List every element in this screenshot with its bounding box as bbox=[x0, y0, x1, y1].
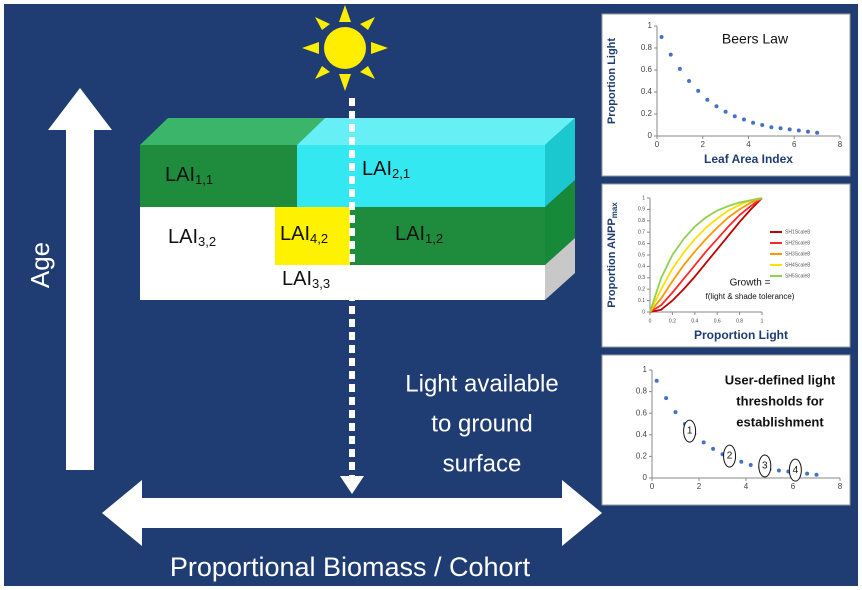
threshold-label: 3 bbox=[762, 461, 768, 472]
y-tick-label: 0.6 bbox=[641, 65, 653, 74]
slide: Age Proportional Biomass / Cohort LAI1,1… bbox=[0, 0, 862, 590]
x-tick-label: 0.2 bbox=[669, 318, 676, 324]
annotation: thresholds for bbox=[736, 393, 823, 408]
data-point bbox=[669, 53, 673, 57]
y-tick-label: 0.3 bbox=[638, 275, 645, 281]
y-tick-label: 0.8 bbox=[641, 43, 653, 52]
data-point bbox=[815, 131, 819, 135]
x-tick-label: 0 bbox=[650, 482, 655, 491]
data-point bbox=[696, 89, 700, 93]
canopy-block bbox=[140, 118, 575, 300]
data-point bbox=[724, 110, 728, 114]
x-tick-label: 0 bbox=[655, 140, 660, 149]
y-tick-label: 0 bbox=[642, 309, 645, 315]
data-point bbox=[655, 379, 659, 383]
legend-label: SH2Scale8 bbox=[785, 240, 810, 246]
data-point bbox=[806, 130, 810, 134]
x-tick-label: 8 bbox=[838, 482, 843, 491]
y-axis-label: Proportion Light bbox=[606, 38, 618, 124]
x-axis-label: Leaf Area Index bbox=[704, 152, 793, 166]
annotation: f(light & shade tolerance) bbox=[706, 292, 795, 301]
data-point bbox=[711, 447, 715, 451]
x-tick-label: 1 bbox=[761, 318, 764, 324]
data-point bbox=[815, 473, 819, 477]
data-point bbox=[797, 129, 801, 133]
y-axis-label-sub: max bbox=[610, 202, 619, 219]
data-point bbox=[779, 126, 783, 130]
x-tick-label: 4 bbox=[746, 140, 751, 149]
x-tick-label: 2 bbox=[701, 140, 706, 149]
data-point bbox=[702, 440, 706, 444]
x-tick-label: 0.4 bbox=[691, 318, 698, 324]
chart-title: Beers Law bbox=[722, 31, 789, 47]
inset-chart: 0 0.1 0.2 0.3 0.4 0.5 0.6 0.7 0.8 0.9 1 0 0.2 0.4 0.6 0… bbox=[602, 184, 850, 347]
light-text: surface bbox=[443, 450, 522, 477]
y-tick-label: 0.4 bbox=[641, 87, 653, 96]
x-tick-label: 8 bbox=[838, 140, 843, 149]
y-tick-label: 0.5 bbox=[638, 252, 645, 258]
y-tick-label: 0.6 bbox=[638, 241, 645, 247]
x-tick-label: 6 bbox=[791, 482, 796, 491]
y-tick-label: 1 bbox=[643, 365, 648, 374]
biomass-label: Proportional Biomass / Cohort bbox=[170, 552, 531, 582]
y-tick-label: 0.8 bbox=[636, 387, 648, 396]
data-point bbox=[777, 468, 781, 472]
y-tick-label: 0.2 bbox=[636, 452, 648, 461]
y-tick-label: 0.7 bbox=[638, 230, 645, 236]
data-point bbox=[769, 125, 773, 129]
data-point bbox=[705, 98, 709, 102]
threshold-label: 1 bbox=[687, 426, 693, 437]
data-point bbox=[788, 127, 792, 131]
x-tick-label: 0.6 bbox=[714, 318, 721, 324]
data-point bbox=[714, 104, 718, 108]
data-point bbox=[751, 121, 755, 125]
x-tick-label: 0 bbox=[649, 318, 652, 324]
data-point bbox=[678, 67, 682, 71]
y-tick-label: 0.8 bbox=[638, 218, 645, 224]
legend-label: SH4Scale8 bbox=[785, 262, 810, 268]
x-tick-label: 0.8 bbox=[736, 318, 743, 324]
data-point bbox=[760, 123, 764, 127]
y-axis-label-text: Proportion Light bbox=[606, 38, 618, 124]
age-label: Age bbox=[25, 242, 55, 288]
x-tick-label: 4 bbox=[744, 482, 749, 491]
annotation: establishment bbox=[736, 414, 824, 429]
data-point bbox=[660, 35, 664, 39]
y-tick-label: 0.1 bbox=[638, 298, 645, 304]
annotation: Growth = bbox=[730, 278, 771, 289]
threshold-label: 4 bbox=[793, 465, 799, 476]
inset-chart: 0 0.2 0.4 0.6 0.8 1 0 2 4 6 8 Beers Law Leaf Area In… bbox=[602, 14, 850, 176]
y-tick-label: 0.9 bbox=[638, 207, 645, 213]
data-point bbox=[742, 118, 746, 122]
light-text: Light available bbox=[405, 370, 558, 397]
y-tick-label: 0.4 bbox=[636, 430, 648, 439]
data-point bbox=[733, 114, 737, 118]
y-tick-label: 0 bbox=[643, 473, 648, 482]
y-tick-label: 1 bbox=[642, 195, 645, 201]
inset-chart: 0 0.2 0.4 0.6 0.8 1 0 2 4 6 8 User-defined light thr… bbox=[602, 355, 850, 505]
data-point bbox=[687, 79, 691, 83]
threshold-label: 2 bbox=[727, 451, 733, 462]
data-point bbox=[805, 472, 809, 476]
x-axis-label: Proportion Light bbox=[694, 328, 788, 342]
data-point bbox=[749, 463, 753, 467]
legend-label: SH1Scale8 bbox=[785, 229, 810, 235]
y-tick-label: 0.4 bbox=[638, 264, 645, 270]
y-axis-label-text: Proportion ANPP bbox=[606, 218, 618, 307]
y-tick-label: 0.6 bbox=[636, 408, 648, 417]
y-tick-label: 1 bbox=[648, 21, 653, 30]
data-point bbox=[739, 460, 743, 464]
x-tick-label: 2 bbox=[697, 482, 702, 491]
x-tick-label: 6 bbox=[792, 140, 797, 149]
y-tick-label: 0.2 bbox=[638, 287, 645, 293]
light-text: to ground bbox=[431, 410, 532, 437]
data-point bbox=[674, 410, 678, 414]
legend-label: SH5Scale8 bbox=[785, 273, 810, 279]
y-tick-label: 0 bbox=[648, 131, 653, 140]
y-tick-label: 0.2 bbox=[641, 109, 653, 118]
legend-label: SH3Scale8 bbox=[785, 251, 810, 257]
data-point bbox=[664, 396, 668, 400]
annotation: User-defined light bbox=[725, 372, 836, 387]
